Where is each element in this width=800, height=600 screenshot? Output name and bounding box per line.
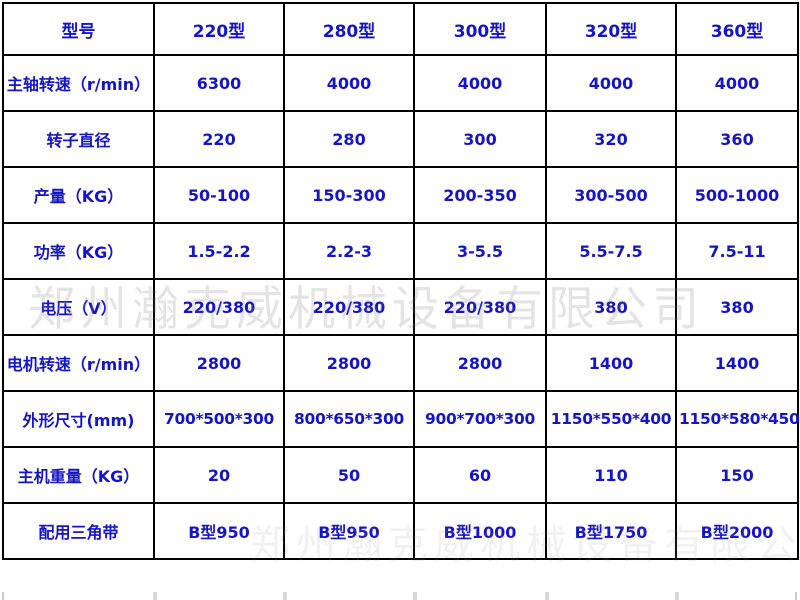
cell-value: 4000	[413, 54, 547, 112]
header-cell-model-label: 型号	[2, 2, 155, 56]
cell-value: 800*650*300	[283, 390, 415, 448]
table-row: 产量（KG） 50-100 150-300 200-350 300-500 50…	[2, 166, 799, 224]
cell-value: 3-5.5	[413, 222, 547, 280]
cell-value: 1400	[545, 334, 677, 392]
row-label-dimensions: 外形尺寸(mm)	[2, 390, 155, 448]
table-row: 电机转速（r/min） 2800 2800 2800 1400 1400	[2, 334, 799, 392]
header-cell-model-320: 320型	[545, 2, 677, 56]
cell-value: 4000	[283, 54, 415, 112]
cell-value: 220/380	[413, 278, 547, 336]
cell-value: 5.5-7.5	[545, 222, 677, 280]
table-row: 功率（KG） 1.5-2.2 2.2-3 3-5.5 5.5-7.5 7.5-1…	[2, 222, 799, 280]
cell-value: 1150*580*450	[675, 390, 800, 448]
cut-off-row-sliver	[2, 592, 797, 600]
cell-value: 320	[545, 110, 677, 168]
cell-value: 500-1000	[675, 166, 799, 224]
cell-value: 1.5-2.2	[153, 222, 285, 280]
cell-value: 60	[413, 446, 547, 504]
cell-value: B型1000	[413, 502, 547, 560]
row-label-output: 产量（KG）	[2, 166, 155, 224]
cell-value: 380	[675, 278, 799, 336]
cell-value: 220/380	[283, 278, 415, 336]
cell-value: 110	[545, 446, 677, 504]
header-cell-model-220: 220型	[153, 2, 285, 56]
cell-value: 300-500	[545, 166, 677, 224]
header-cell-model-280: 280型	[283, 2, 415, 56]
row-label-power: 功率（KG）	[2, 222, 155, 280]
table-header-row: 型号 220型 280型 300型 320型 360型	[2, 2, 799, 56]
row-label-spindle-speed: 主轴转速（r/min）	[2, 54, 155, 112]
cell-value: 150-300	[283, 166, 415, 224]
row-label-v-belt: 配用三角带	[2, 502, 155, 560]
row-label-motor-speed: 电机转速（r/min）	[2, 334, 155, 392]
cell-value: 900*700*300	[413, 390, 547, 448]
cell-value: 700*500*300	[153, 390, 285, 448]
table-row: 配用三角带 B型950 B型950 B型1000 B型1750 B型2000	[2, 502, 799, 560]
table-row: 主机重量（KG） 20 50 60 110 150	[2, 446, 799, 504]
cell-value: B型950	[283, 502, 415, 560]
cell-value: 7.5-11	[675, 222, 799, 280]
row-label-voltage: 电压（V）	[2, 278, 155, 336]
cut-off-row-grid	[2, 592, 797, 600]
cell-value: 220/380	[153, 278, 285, 336]
row-label-rotor-diameter: 转子直径	[2, 110, 155, 168]
cell-value: 360	[675, 110, 799, 168]
cell-value: 150	[675, 446, 799, 504]
cell-value: 4000	[545, 54, 677, 112]
row-label-machine-weight: 主机重量（KG）	[2, 446, 155, 504]
cell-value: B型2000	[675, 502, 799, 560]
cell-value: 380	[545, 278, 677, 336]
cell-value: 280	[283, 110, 415, 168]
header-cell-model-360: 360型	[675, 2, 799, 56]
cell-value: 50	[283, 446, 415, 504]
cell-value: 1400	[675, 334, 799, 392]
table-row: 转子直径 220 280 300 320 360	[2, 110, 799, 168]
cell-value: 20	[153, 446, 285, 504]
cell-value: 200-350	[413, 166, 547, 224]
cell-value: B型950	[153, 502, 285, 560]
cell-value: 2800	[413, 334, 547, 392]
cell-value: 4000	[675, 54, 799, 112]
cell-value: 2800	[283, 334, 415, 392]
cell-value: 50-100	[153, 166, 285, 224]
specification-table: 型号 220型 280型 300型 320型 360型 主轴转速（r/min） …	[2, 2, 800, 560]
cell-value: 1150*550*400	[545, 390, 677, 448]
table-row: 电压（V） 220/380 220/380 220/380 380 380	[2, 278, 799, 336]
header-cell-model-300: 300型	[413, 2, 547, 56]
cell-value: B型1750	[545, 502, 677, 560]
cell-value: 6300	[153, 54, 285, 112]
cell-value: 220	[153, 110, 285, 168]
cell-value: 300	[413, 110, 547, 168]
cell-value: 2.2-3	[283, 222, 415, 280]
spec-table-container: 型号 220型 280型 300型 320型 360型 主轴转速（r/min） …	[2, 2, 800, 560]
cell-value: 2800	[153, 334, 285, 392]
table-row: 主轴转速（r/min） 6300 4000 4000 4000 4000	[2, 54, 799, 112]
table-row: 外形尺寸(mm) 700*500*300 800*650*300 900*700…	[2, 390, 800, 448]
